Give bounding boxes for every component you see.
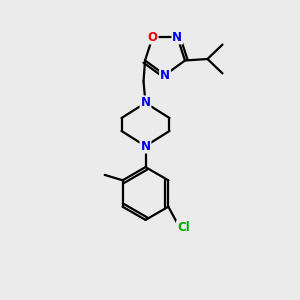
Text: N: N [172,31,182,44]
Text: N: N [160,68,170,82]
Text: N: N [140,140,151,153]
Text: Cl: Cl [177,221,190,234]
Text: O: O [148,31,158,44]
Text: N: N [140,96,151,110]
